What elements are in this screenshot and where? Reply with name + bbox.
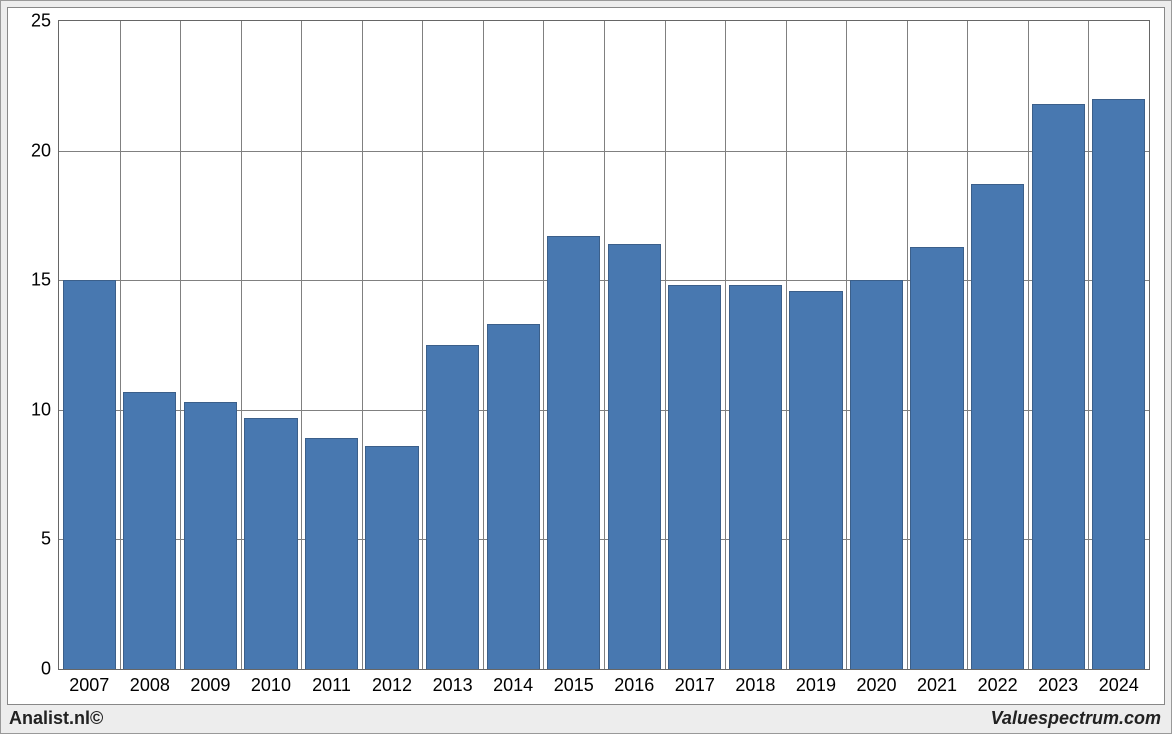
x-tick-label: 2015 xyxy=(554,675,594,696)
bar xyxy=(729,285,782,669)
y-tick-label: 20 xyxy=(31,140,51,161)
bar xyxy=(1032,104,1085,669)
bar xyxy=(910,247,963,669)
y-tick-label: 5 xyxy=(41,529,51,550)
bar xyxy=(365,446,418,669)
x-tick-label: 2008 xyxy=(130,675,170,696)
x-tick-label: 2016 xyxy=(614,675,654,696)
gridline-v xyxy=(301,21,302,669)
x-tick-label: 2023 xyxy=(1038,675,1078,696)
gridline-v xyxy=(362,21,363,669)
x-tick-label: 2019 xyxy=(796,675,836,696)
x-tick-label: 2011 xyxy=(312,675,351,696)
bar xyxy=(123,392,176,669)
gridline-v xyxy=(786,21,787,669)
x-tick-label: 2009 xyxy=(190,675,230,696)
bar xyxy=(789,291,842,669)
footer-left: Analist.nl© xyxy=(9,708,103,729)
gridline-v xyxy=(967,21,968,669)
bar xyxy=(608,244,661,669)
y-tick-label: 15 xyxy=(31,270,51,291)
gridline-v xyxy=(1028,21,1029,669)
footer-right: Valuespectrum.com xyxy=(991,708,1161,729)
x-tick-label: 2014 xyxy=(493,675,533,696)
bar xyxy=(668,285,721,669)
x-tick-label: 2017 xyxy=(675,675,715,696)
x-tick-label: 2022 xyxy=(978,675,1018,696)
bar xyxy=(850,280,903,669)
bar xyxy=(487,324,540,669)
bar xyxy=(547,236,600,669)
x-tick-label: 2020 xyxy=(856,675,896,696)
x-tick-label: 2010 xyxy=(251,675,291,696)
bar xyxy=(971,184,1024,669)
gridline-v xyxy=(1088,21,1089,669)
gridline-v xyxy=(665,21,666,669)
bar xyxy=(1092,99,1145,669)
gridline-v xyxy=(180,21,181,669)
bar xyxy=(184,402,237,669)
bar xyxy=(244,418,297,669)
bar xyxy=(305,438,358,669)
x-tick-label: 2007 xyxy=(69,675,109,696)
y-tick-label: 0 xyxy=(41,659,51,680)
x-tick-label: 2024 xyxy=(1099,675,1139,696)
x-tick-label: 2013 xyxy=(433,675,473,696)
gridline-v xyxy=(422,21,423,669)
gridline-v xyxy=(543,21,544,669)
gridline-v xyxy=(120,21,121,669)
y-tick-label: 10 xyxy=(31,399,51,420)
bar xyxy=(426,345,479,669)
gridline-v xyxy=(846,21,847,669)
chart-frame: 0 5 10 15 20 25 2007 2008 2009 2010 2011 2012 2013 20… xyxy=(0,0,1172,734)
y-tick-label: 25 xyxy=(31,11,51,32)
x-tick-label: 2021 xyxy=(917,675,957,696)
bar xyxy=(63,280,116,669)
gridline-v xyxy=(725,21,726,669)
plot-area: 0510152025200720082009201020112012201320… xyxy=(58,20,1150,670)
gridline-v xyxy=(483,21,484,669)
chart-panel: 0 5 10 15 20 25 2007 2008 2009 2010 2011 2012 2013 20… xyxy=(7,7,1165,705)
x-tick-label: 2012 xyxy=(372,675,412,696)
gridline-v xyxy=(907,21,908,669)
gridline-v xyxy=(241,21,242,669)
gridline-v xyxy=(604,21,605,669)
x-tick-label: 2018 xyxy=(735,675,775,696)
